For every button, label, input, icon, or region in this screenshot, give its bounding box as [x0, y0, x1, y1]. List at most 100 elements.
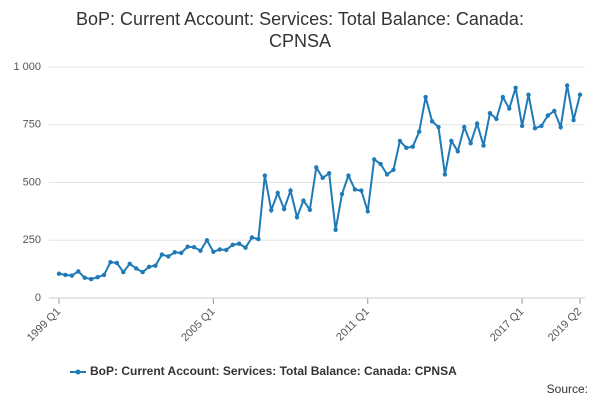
point — [269, 208, 274, 213]
y-tick-label: 750 — [23, 119, 41, 131]
point — [294, 214, 300, 220]
point — [249, 235, 255, 240]
point — [140, 269, 145, 275]
point — [288, 188, 293, 193]
point — [384, 172, 390, 177]
point — [333, 227, 338, 233]
point — [146, 264, 152, 270]
x-tick-label: 2005 Q1 — [179, 306, 217, 344]
point — [436, 124, 441, 130]
point — [63, 272, 68, 278]
point — [539, 123, 544, 129]
point — [256, 236, 261, 242]
point — [179, 250, 184, 256]
point — [121, 269, 126, 275]
x-tick-label: 2017 Q1 — [488, 306, 526, 344]
point — [494, 116, 499, 122]
point — [339, 191, 345, 197]
point — [526, 92, 531, 97]
point — [172, 250, 177, 255]
point — [558, 124, 563, 130]
point — [359, 188, 364, 193]
point — [198, 248, 203, 253]
point — [69, 273, 75, 278]
point — [159, 252, 165, 257]
point — [577, 92, 583, 97]
point — [133, 266, 139, 271]
point — [166, 254, 171, 259]
point — [462, 124, 467, 130]
point — [481, 143, 486, 148]
point — [513, 85, 518, 90]
y-tick-label: 1 000 — [13, 61, 41, 73]
legend-label: BoP: Current Account: Services: Total Ba… — [90, 364, 457, 378]
point — [410, 144, 415, 149]
point — [114, 260, 120, 266]
point — [365, 209, 370, 214]
point — [243, 245, 248, 250]
point — [371, 157, 377, 162]
point — [108, 259, 113, 265]
point — [301, 198, 306, 203]
point — [397, 138, 403, 144]
point — [230, 242, 235, 248]
point — [101, 272, 107, 278]
point — [224, 247, 229, 253]
point — [326, 171, 332, 176]
point — [281, 206, 287, 212]
point — [500, 94, 506, 100]
chart-title: BoP: Current Account: Services: Total Ba… — [76, 9, 524, 51]
point — [346, 173, 351, 178]
point — [455, 149, 460, 154]
point — [532, 126, 538, 131]
point — [217, 247, 223, 252]
series-line — [58, 85, 581, 281]
point — [127, 261, 132, 267]
point — [487, 111, 493, 116]
point — [76, 269, 81, 274]
point — [56, 271, 62, 276]
y-tick-label: 0 — [35, 292, 41, 304]
point — [519, 123, 525, 129]
point — [378, 161, 383, 167]
point — [468, 141, 473, 146]
point — [391, 167, 396, 172]
point — [82, 275, 87, 280]
legend-marker — [75, 369, 81, 375]
point — [442, 172, 448, 177]
point — [545, 113, 551, 118]
point — [571, 117, 576, 123]
x-tick-label: 2011 Q1 — [334, 306, 372, 344]
source: Source: — [547, 382, 588, 396]
point — [153, 263, 158, 268]
point — [191, 244, 197, 250]
title-line: CPNSA — [269, 31, 331, 51]
point — [552, 108, 557, 114]
y-tick-label: 500 — [23, 176, 41, 188]
point — [95, 275, 100, 280]
point — [416, 129, 422, 134]
point — [204, 238, 210, 243]
point — [507, 106, 512, 111]
point — [88, 276, 94, 282]
title-line: BoP: Current Account: Services: Total Ba… — [76, 9, 524, 29]
point — [236, 241, 242, 246]
point — [352, 187, 358, 192]
point — [423, 94, 428, 100]
point — [185, 244, 190, 249]
point — [275, 190, 280, 196]
point — [211, 249, 216, 254]
y-tick-label: 250 — [23, 234, 41, 246]
point — [307, 207, 313, 212]
point — [320, 175, 325, 181]
point — [449, 138, 454, 144]
x-tick-label: 1999 Q1 — [25, 306, 63, 344]
point — [314, 165, 319, 170]
point — [429, 119, 435, 124]
point — [262, 173, 268, 178]
point — [564, 83, 570, 88]
x-tick-label: 2019 Q2 — [546, 306, 584, 344]
point — [404, 145, 409, 151]
point — [474, 121, 480, 126]
